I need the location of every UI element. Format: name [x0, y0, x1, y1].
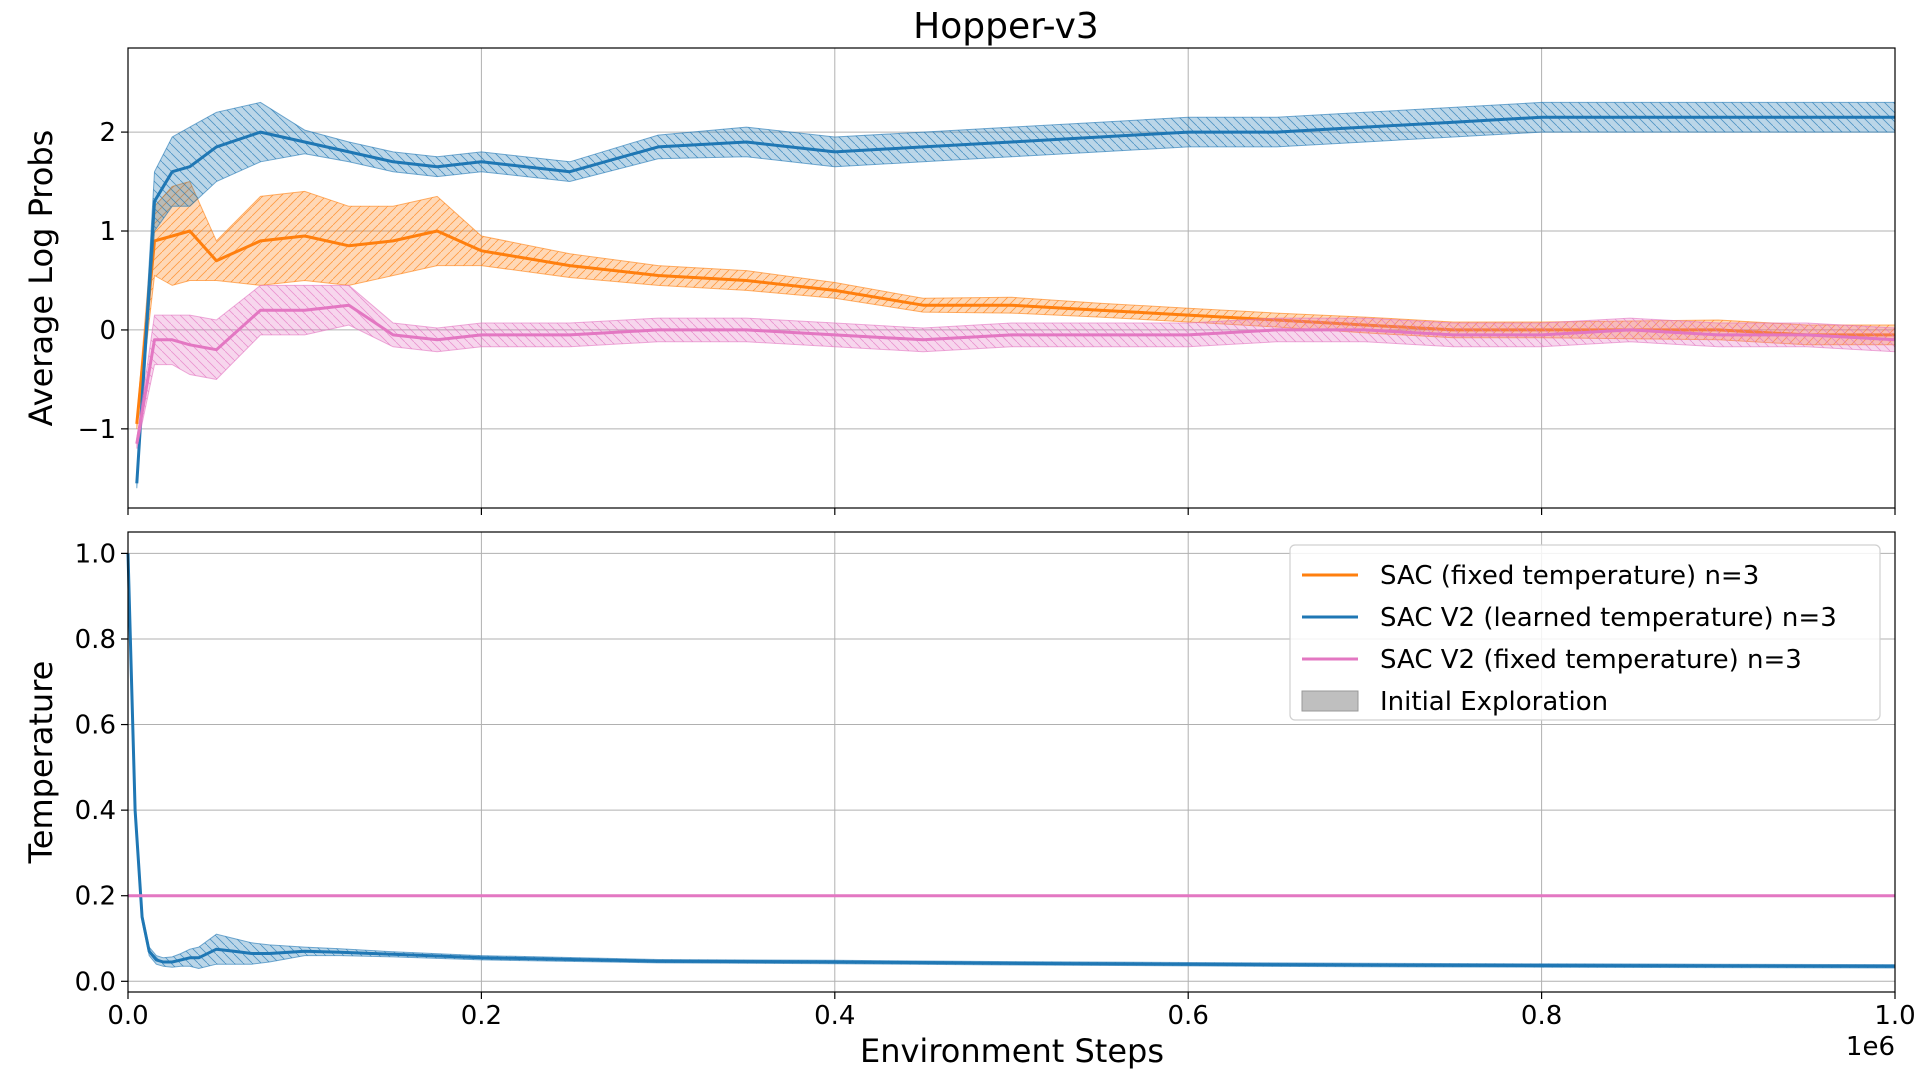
x-tick-label: 0.4 [814, 1001, 855, 1031]
legend-label: SAC V2 (fixed temperature) n=3 [1380, 645, 1802, 675]
y-tick-label: 0.2 [75, 882, 116, 912]
y-tick-label: 0.8 [75, 625, 116, 655]
chart-title: Hopper-v3 [913, 6, 1099, 47]
y-tick-label: 0.4 [75, 796, 116, 826]
x-tick-label: 0.0 [107, 1001, 148, 1031]
y-axis-label: Average Log Probs [22, 130, 60, 427]
confidence-band-hatch [136, 102, 1895, 489]
legend-item: Initial Exploration [1301, 687, 1608, 717]
y-tick-label: −1 [78, 415, 116, 445]
legend-item: SAC V2 (fixed temperature) n=3 [1302, 645, 1802, 675]
legend-label: SAC (fixed temperature) n=3 [1380, 561, 1759, 591]
series-top-1 [135, 101, 1896, 489]
y-tick-label: 0.0 [75, 967, 116, 997]
y-tick-label: 1.0 [75, 539, 116, 569]
plot-frame [127, 47, 1896, 509]
legend-box [1289, 544, 1881, 721]
x-axis-offset-label: 1e6 [1846, 1032, 1895, 1062]
confidence-band-hatch [136, 285, 1895, 449]
legend-item: SAC (fixed temperature) n=3 [1302, 561, 1759, 591]
legend: SAC (fixed temperature) n=3 SAC V2 (learn… [1289, 544, 1881, 721]
y-tick-label: 0 [99, 316, 116, 346]
legend-label: SAC V2 (learned temperature) n=3 [1380, 603, 1837, 633]
y-tick-label: 1 [99, 217, 116, 247]
series-top-0 [135, 180, 1896, 429]
x-tick-label: 0.2 [461, 1001, 502, 1031]
x-axis-label: Environment Steps [860, 1032, 1164, 1070]
x-tick-label: 0.8 [1521, 1001, 1562, 1031]
y-axis-label: Temperature [22, 661, 60, 865]
legend-item: SAC V2 (learned temperature) n=3 [1302, 603, 1837, 633]
plot-frame [127, 531, 1896, 993]
y-tick-label: 2 [99, 118, 116, 148]
legend-label: Initial Exploration [1380, 687, 1608, 717]
x-tick-label: 0.6 [1168, 1001, 1209, 1031]
y-tick-label: 0.6 [75, 711, 116, 741]
series-line [126, 553, 1896, 968]
legend-patch-swatch [1301, 690, 1359, 712]
x-tick-label: 1.0 [1874, 1001, 1915, 1031]
top-panel: −1 0 1 2 Average Log Probs [22, 47, 1896, 515]
